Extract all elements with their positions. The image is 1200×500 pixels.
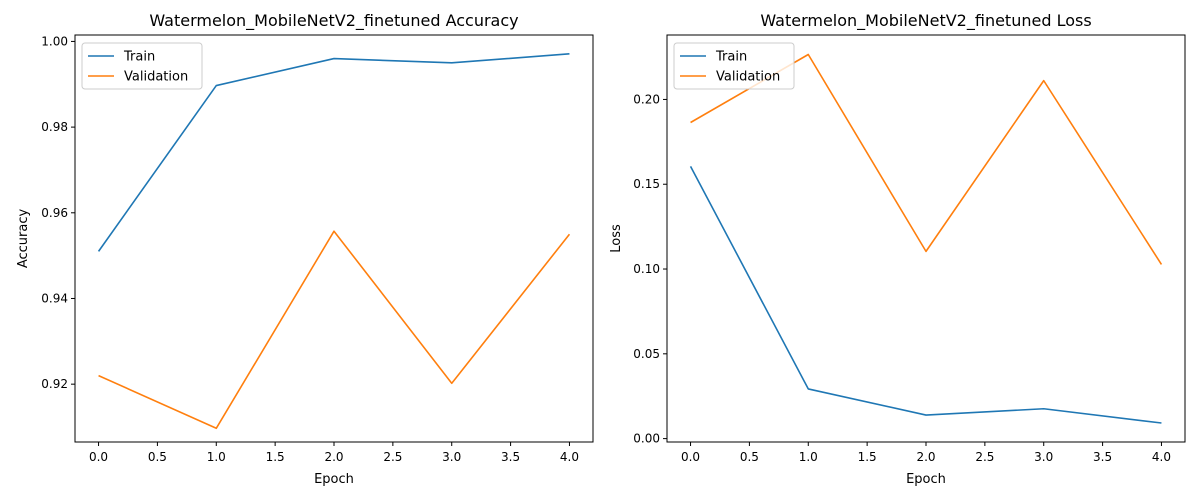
series-line-train bbox=[97, 53, 570, 252]
x-tick-label: 3.0 bbox=[1034, 450, 1053, 464]
y-tick-label: 0.00 bbox=[633, 432, 660, 446]
x-tick-label: 2.0 bbox=[324, 450, 343, 464]
y-tick-label: 0.05 bbox=[633, 347, 660, 361]
chart-title: Watermelon_MobileNetV2_finetuned Accurac… bbox=[149, 11, 518, 31]
y-axis-label: Loss bbox=[609, 224, 624, 253]
y-tick-label: 0.15 bbox=[633, 177, 660, 191]
chart-title: Watermelon_MobileNetV2_finetuned Loss bbox=[760, 11, 1091, 31]
legend-label: Train bbox=[715, 50, 747, 65]
x-tick-label: 1.0 bbox=[799, 450, 818, 464]
series-line-validation bbox=[98, 230, 571, 430]
y-tick-label: 0.98 bbox=[41, 120, 68, 134]
legend-label: Validation bbox=[124, 70, 188, 85]
x-tick-label: 1.0 bbox=[207, 450, 226, 464]
y-tick-label: 0.20 bbox=[633, 92, 660, 106]
x-tick-label: 2.5 bbox=[975, 450, 994, 464]
x-tick-label: 0.5 bbox=[148, 450, 167, 464]
x-tick-label: 4.0 bbox=[560, 450, 579, 464]
x-tick-label: 0.5 bbox=[740, 450, 759, 464]
legend-label: Train bbox=[123, 50, 155, 65]
y-axis-label: Accuracy bbox=[16, 209, 31, 269]
x-tick-label: 4.0 bbox=[1152, 450, 1171, 464]
y-tick-label: 0.96 bbox=[41, 206, 68, 220]
x-tick-label: 3.0 bbox=[442, 450, 461, 464]
legend-label: Validation bbox=[716, 70, 780, 85]
x-tick-label: 1.5 bbox=[858, 450, 877, 464]
x-tick-label: 0.0 bbox=[89, 450, 108, 464]
y-tick-label: 0.94 bbox=[41, 291, 68, 305]
x-axis-label: Epoch bbox=[906, 472, 946, 487]
axes-frame bbox=[74, 34, 594, 443]
y-tick-label: 0.92 bbox=[41, 377, 68, 391]
y-tick-label: 1.00 bbox=[41, 34, 68, 48]
y-tick-label: 0.10 bbox=[633, 262, 660, 276]
legend bbox=[673, 42, 795, 90]
series-line-train bbox=[689, 166, 1162, 424]
x-axis-label: Epoch bbox=[314, 472, 354, 487]
x-tick-label: 3.5 bbox=[1093, 450, 1112, 464]
x-tick-label: 2.0 bbox=[916, 450, 935, 464]
x-tick-label: 0.0 bbox=[681, 450, 700, 464]
x-tick-label: 3.5 bbox=[501, 450, 520, 464]
x-tick-label: 1.5 bbox=[266, 450, 285, 464]
chart-1: Watermelon_MobileNetV2_finetuned Loss 0.0… bbox=[609, 11, 1186, 487]
legend bbox=[81, 42, 203, 90]
x-tick-label: 2.5 bbox=[383, 450, 402, 464]
axes-frame bbox=[666, 34, 1186, 443]
chart-0: Watermelon_MobileNetV2_finetuned Accurac… bbox=[16, 11, 594, 487]
